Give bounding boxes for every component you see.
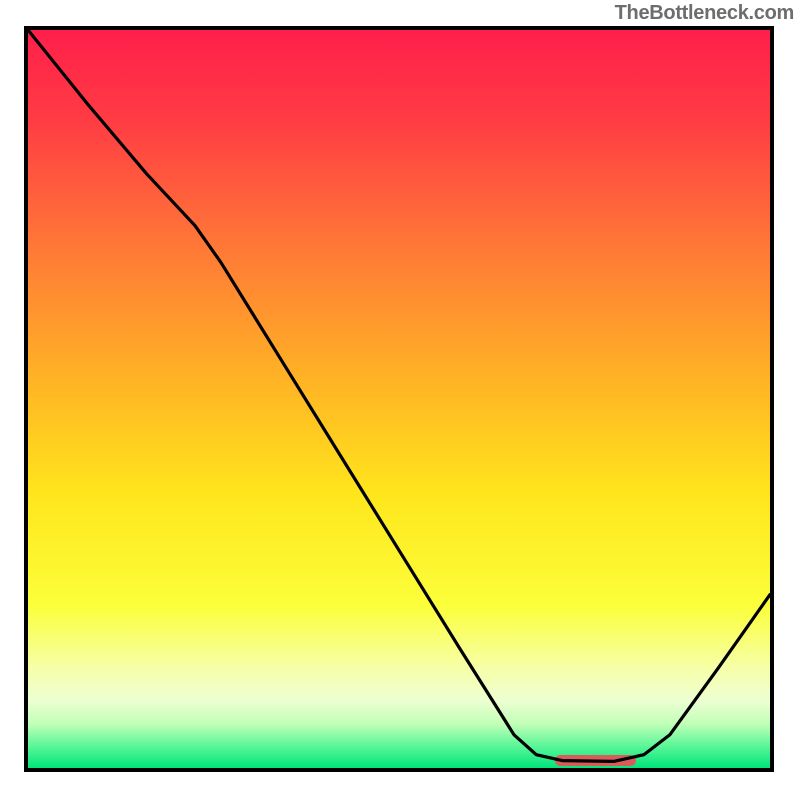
gradient-background <box>28 30 770 768</box>
attribution-text: TheBottleneck.com <box>615 2 794 25</box>
optimal-range-marker <box>555 755 637 766</box>
plot-frame <box>24 26 774 772</box>
plot-area <box>28 30 770 768</box>
chart-container: TheBottleneck.com <box>0 0 800 800</box>
